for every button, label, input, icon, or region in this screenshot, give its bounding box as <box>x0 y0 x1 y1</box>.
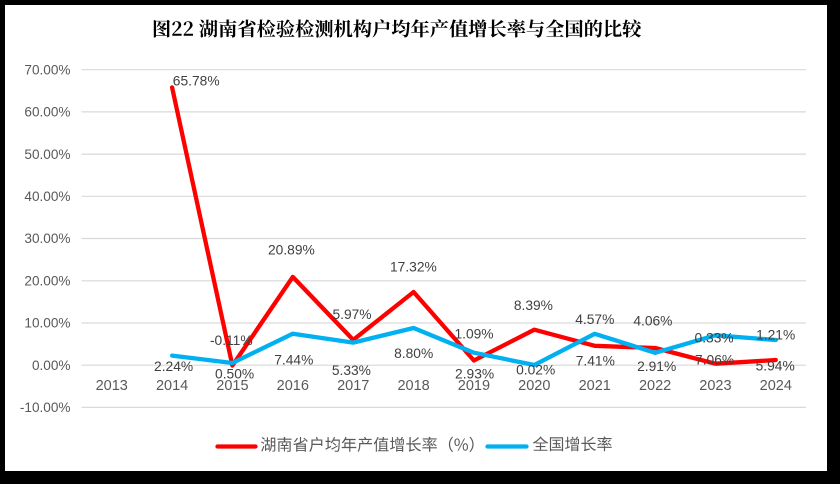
svg-text:20.00%: 20.00% <box>24 273 70 288</box>
svg-text:2.91%: 2.91% <box>637 359 676 374</box>
svg-text:65.78%: 65.78% <box>173 73 220 88</box>
svg-text:7.44%: 7.44% <box>274 353 313 368</box>
svg-text:2021: 2021 <box>579 378 611 394</box>
svg-text:7.41%: 7.41% <box>576 353 615 368</box>
svg-text:2016: 2016 <box>277 378 309 394</box>
svg-text:1.21%: 1.21% <box>756 328 795 343</box>
svg-text:2017: 2017 <box>337 378 369 394</box>
svg-text:30.00%: 30.00% <box>24 231 70 246</box>
svg-text:5.94%: 5.94% <box>756 359 795 374</box>
svg-text:70.00%: 70.00% <box>24 62 70 77</box>
svg-text:4.57%: 4.57% <box>575 312 614 327</box>
svg-text:20.89%: 20.89% <box>268 242 315 257</box>
svg-text:2022: 2022 <box>639 378 671 394</box>
svg-text:10.00%: 10.00% <box>24 316 70 331</box>
svg-text:2019: 2019 <box>458 378 490 394</box>
svg-text:2024: 2024 <box>760 378 792 394</box>
svg-text:50.00%: 50.00% <box>24 147 70 162</box>
svg-text:7.06%: 7.06% <box>695 352 734 367</box>
svg-text:5.33%: 5.33% <box>332 363 371 378</box>
svg-text:0.02%: 0.02% <box>516 363 555 378</box>
svg-text:60.00%: 60.00% <box>24 105 70 120</box>
svg-text:0.50%: 0.50% <box>215 366 254 381</box>
svg-text:5.97%: 5.97% <box>332 307 371 322</box>
svg-text:1.09%: 1.09% <box>454 327 493 342</box>
svg-text:8.80%: 8.80% <box>394 346 433 361</box>
svg-text:2014: 2014 <box>156 378 188 394</box>
svg-text:2020: 2020 <box>518 378 550 394</box>
svg-text:2013: 2013 <box>96 378 128 394</box>
svg-text:-10.00%: -10.00% <box>20 400 71 415</box>
svg-text:4.06%: 4.06% <box>633 313 672 328</box>
svg-text:2023: 2023 <box>699 378 731 394</box>
svg-text:8.39%: 8.39% <box>514 298 553 313</box>
svg-text:2018: 2018 <box>397 378 429 394</box>
svg-text:-0.11%: -0.11% <box>210 333 253 348</box>
svg-text:2.24%: 2.24% <box>154 359 193 374</box>
svg-text:0.33%: 0.33% <box>695 330 734 345</box>
svg-text:2015: 2015 <box>216 378 248 394</box>
svg-text:17.32%: 17.32% <box>390 259 437 274</box>
svg-text:0.00%: 0.00% <box>32 358 71 373</box>
svg-text:40.00%: 40.00% <box>24 189 70 204</box>
svg-text:2.93%: 2.93% <box>455 367 494 382</box>
